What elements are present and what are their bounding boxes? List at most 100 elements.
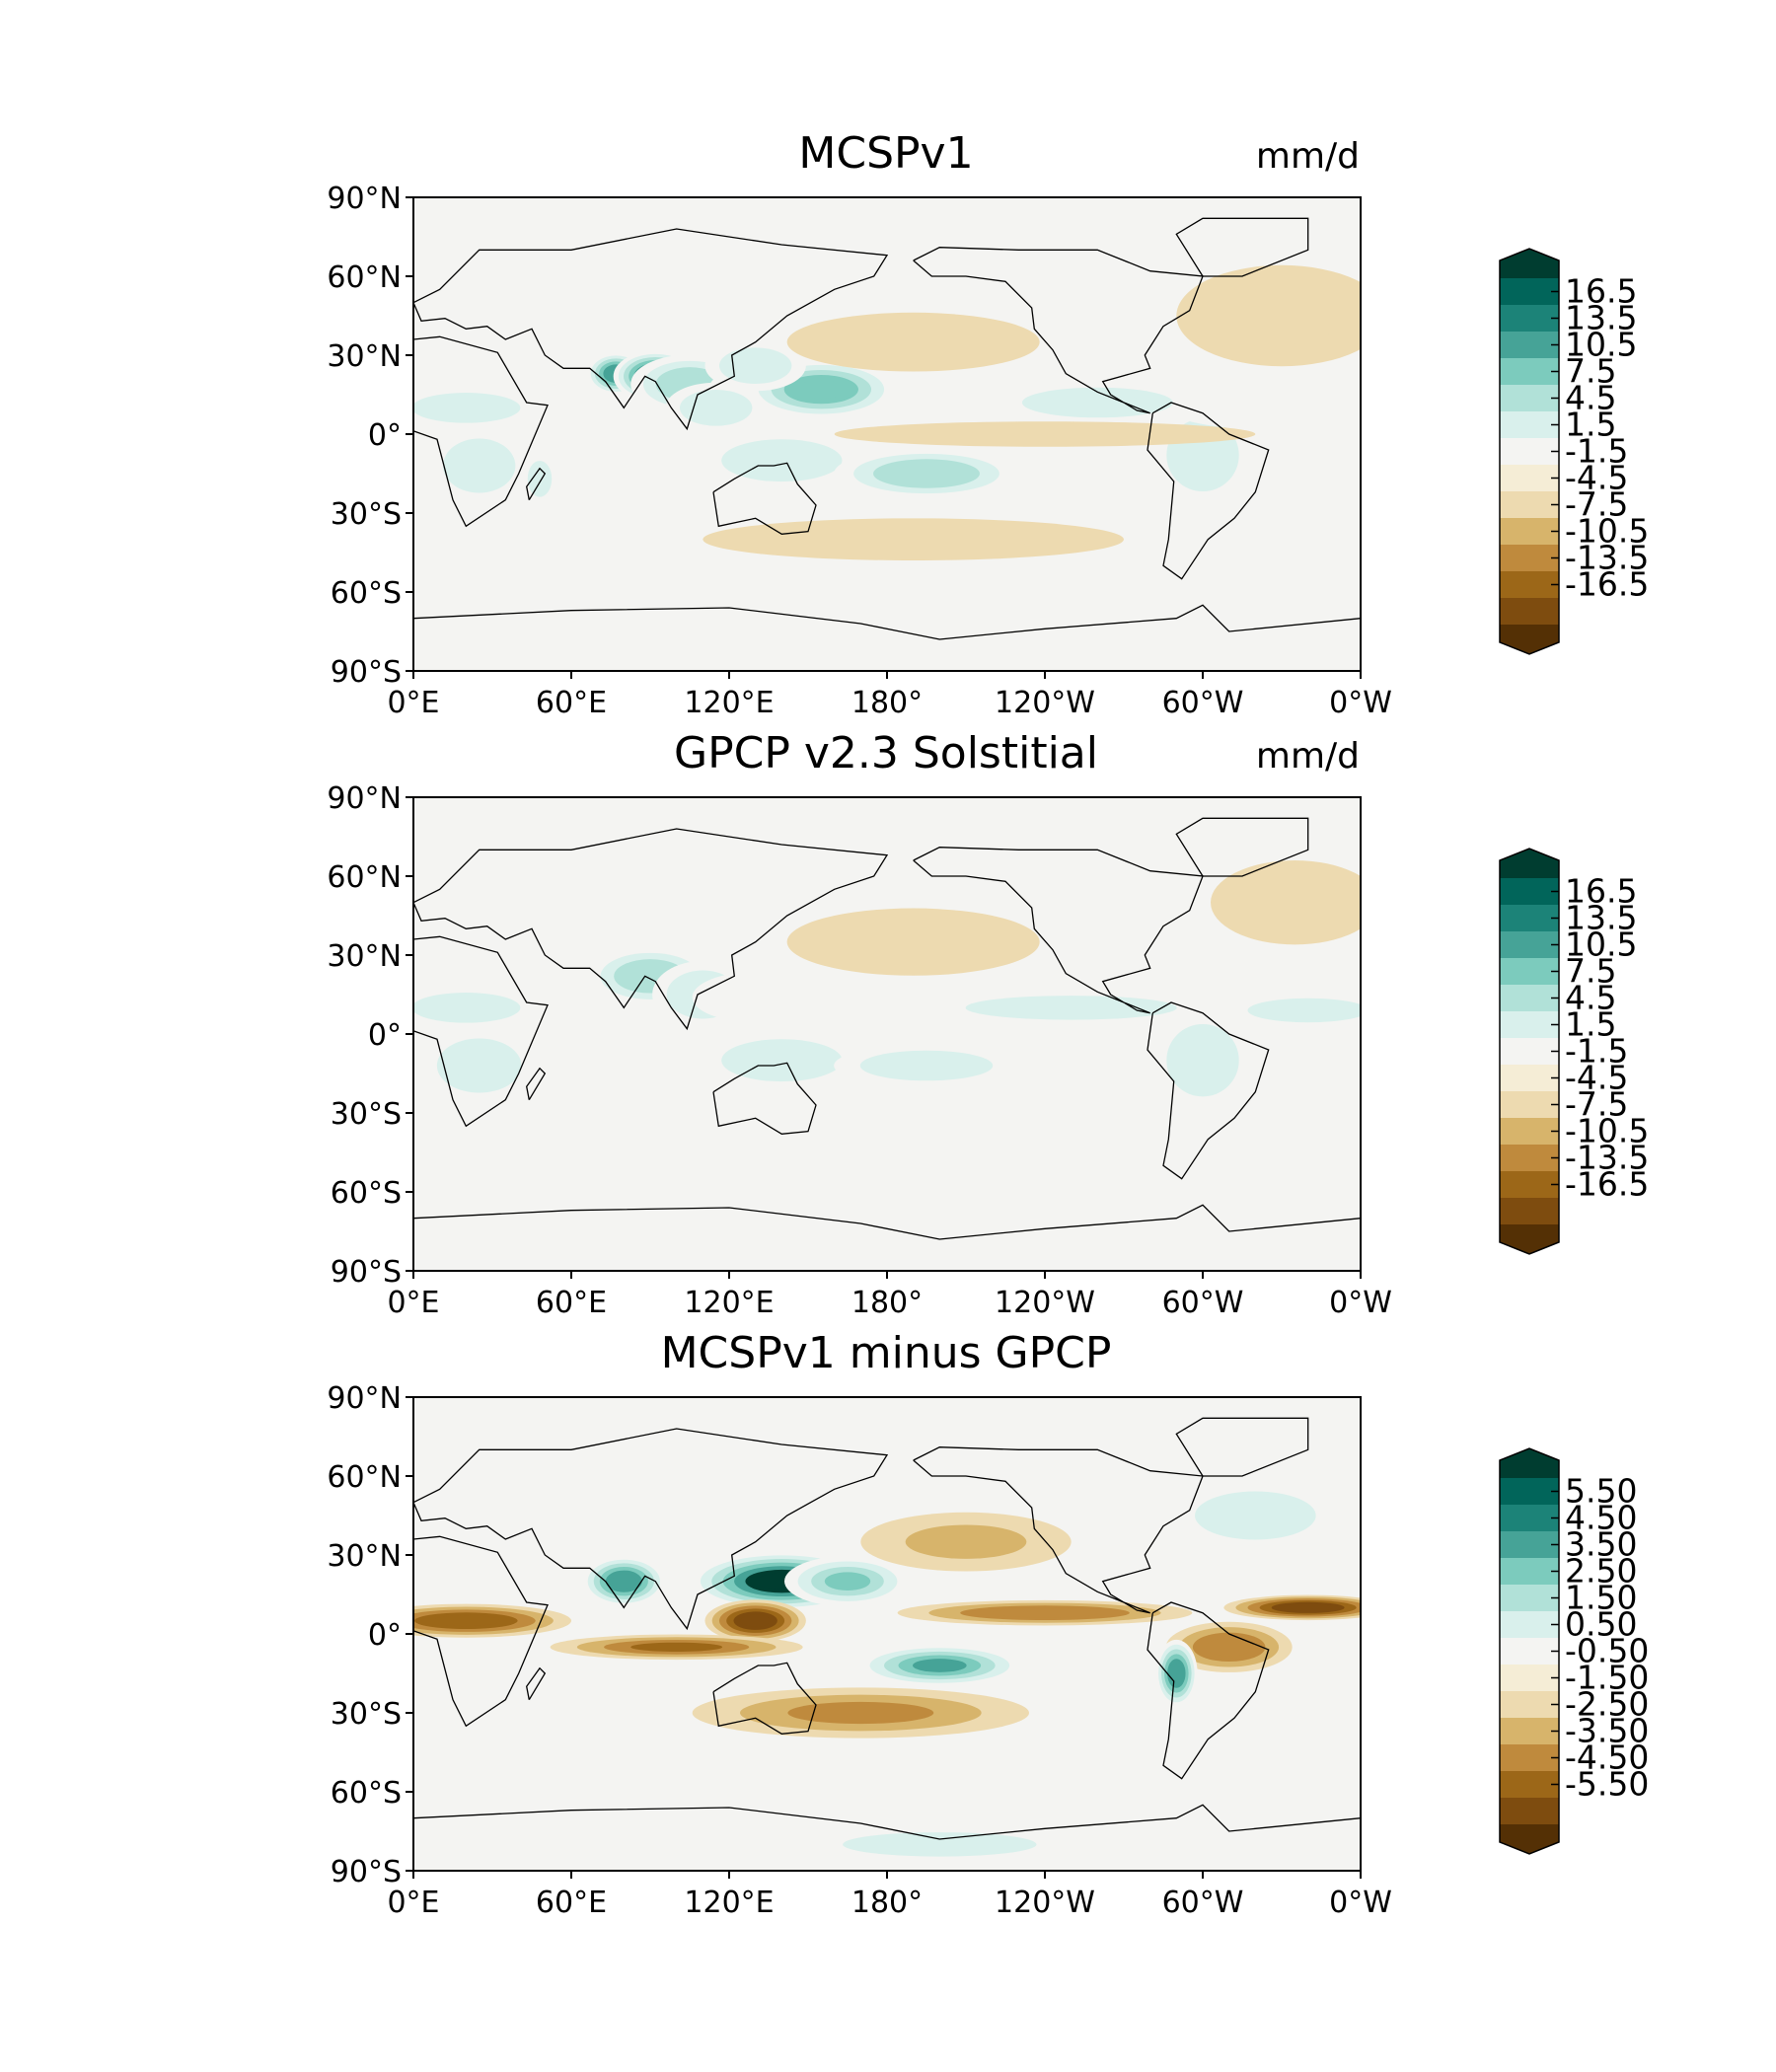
lon-tick-label: 0°W	[1329, 1286, 1392, 1320]
field-layer	[413, 860, 1361, 1111]
colorbar-label: -10.5	[1565, 512, 1649, 551]
lon-tick-label: 60°E	[536, 1886, 607, 1920]
colorbar-label: -16.5	[1565, 1165, 1649, 1204]
field-contour	[718, 982, 792, 1012]
panel-gpcp: GPCP v2.3 Solstitial mm/d 90°N 60°N 30°N 0°…	[327, 728, 1649, 1320]
colorbar-label: -16.5	[1565, 565, 1649, 604]
coastline	[1175, 217, 1309, 277]
map-plot: 90°N 60°N 30°N 0° 30°S 60°S 90°S0°E 60°E 120°E 18…	[327, 182, 1392, 720]
lat-tick-label: 30°N	[327, 939, 402, 974]
lon-tick-label: 180°	[851, 686, 923, 720]
lat-tick-label: 30°N	[327, 339, 402, 374]
lat-tick-label: 60°S	[331, 576, 402, 611]
lat-tick-label: 90°S	[331, 1255, 402, 1290]
colorbar-label: -13.5	[1565, 1139, 1649, 1177]
field-contour	[913, 1659, 967, 1672]
colorbar-segment	[1500, 598, 1559, 626]
colorbar-segment	[1500, 1145, 1559, 1172]
coastline	[413, 1428, 889, 1631]
field-layer	[413, 264, 1361, 561]
lat-tick-label: 30°S	[331, 1097, 402, 1132]
colorbar-label: -3.50	[1565, 1712, 1649, 1750]
coastline	[712, 462, 817, 535]
colorbar-label: 1.5	[1565, 1005, 1616, 1044]
colorbar-segment	[1500, 491, 1559, 519]
lon-tick-label: 0°E	[387, 686, 439, 720]
colorbar-label: 1.5	[1565, 406, 1616, 444]
field-contour	[1206, 1638, 1252, 1657]
colorbar-segment	[1500, 278, 1559, 306]
colorbar-extend-max	[1500, 1448, 1559, 1478]
colorbar-segment	[1500, 1558, 1559, 1586]
field-contour	[1006, 999, 1136, 1015]
field-contour	[745, 1047, 819, 1073]
colorbar-label: -1.5	[1565, 432, 1628, 471]
field-contour	[792, 527, 1035, 552]
field-contour	[694, 397, 738, 419]
colorbar-extend-min	[1500, 1224, 1559, 1254]
colorbar-segment	[1500, 1531, 1559, 1559]
field-contour	[1271, 1002, 1345, 1018]
panel-mcspv1: MCSPv1 mm/d 90°N60°N30°N0°30°S60°S90°S0°…	[327, 128, 1649, 720]
field-contour	[433, 999, 499, 1017]
field-contour	[1221, 403, 1343, 423]
lat-tick-label: 0°	[368, 418, 402, 453]
lat-tick-label: 90°S	[331, 655, 402, 690]
colorbar-label: -4.5	[1565, 1059, 1628, 1097]
panel-title: MCSPv1	[798, 128, 973, 179]
colorbar-segment	[1500, 1065, 1559, 1092]
lon-tick-label: 120°W	[995, 686, 1095, 720]
field-contour	[886, 1056, 967, 1075]
colorbar-segment	[1500, 438, 1559, 466]
colorbar-segment	[1500, 1798, 1559, 1825]
colorbar-segment	[1500, 1198, 1559, 1225]
field-contour	[1180, 1038, 1225, 1082]
coastlines	[413, 817, 1361, 1240]
colorbar-segment	[1500, 385, 1559, 412]
field-contour	[1180, 433, 1225, 478]
lat-tick-label: 90°S	[331, 1855, 402, 1889]
field-contour	[745, 447, 819, 474]
colorbar-label: -2.50	[1565, 1685, 1649, 1724]
field-contour	[1052, 393, 1144, 412]
field-contour	[841, 923, 987, 962]
colorbar-segment	[1500, 1171, 1559, 1199]
lat-tick-label: 60°S	[331, 1776, 402, 1811]
colorbar-label: -10.5	[1565, 1112, 1649, 1150]
coastline	[413, 1804, 1361, 1840]
field-contour	[733, 354, 777, 377]
coastline	[413, 604, 1361, 640]
field-contour	[1246, 878, 1344, 927]
lat-tick-label: 60°N	[327, 260, 402, 295]
colorbar-segment	[1500, 305, 1559, 333]
coastline	[1147, 1601, 1270, 1780]
colorbar-label: 10.5	[1565, 925, 1637, 964]
field-contour	[1283, 1603, 1333, 1612]
coastline	[413, 1535, 549, 1728]
colorbar-segment	[1500, 545, 1559, 572]
lat-tick-label: 60°N	[327, 1460, 402, 1495]
colorbar-segment	[1500, 878, 1559, 906]
map-plot: 90°N 60°N 30°N 0° 30°S 60°S 90°S0°E 60°E 120°E 18…	[327, 1381, 1392, 1920]
colorbar-segment	[1500, 1091, 1559, 1119]
colorbar: 16.513.510.57.54.51.5-1.5-4.5-7.5-10.5-1…	[1499, 248, 1649, 655]
colorbar-label: -13.5	[1565, 539, 1649, 577]
lat-tick-label: 90°N	[327, 1381, 402, 1416]
lat-tick-label: 30°N	[327, 1539, 402, 1574]
colorbar-segment	[1500, 1118, 1559, 1146]
colorbar-segment	[1500, 1611, 1559, 1639]
colorbar-segment	[1500, 1638, 1559, 1665]
lat-tick-label: 60°N	[327, 860, 402, 895]
coastline	[413, 828, 889, 1031]
colorbar-segment	[1500, 1505, 1559, 1532]
colorbar-label: 4.50	[1565, 1499, 1637, 1537]
lat-tick-label: 30°S	[331, 1697, 402, 1732]
colorbar-segment	[1500, 411, 1559, 439]
lon-tick-label: 180°	[851, 1286, 923, 1320]
colorbar-segment	[1500, 1478, 1559, 1506]
lon-tick-label: 0°E	[387, 1286, 439, 1320]
lon-tick-label: 180°	[851, 1886, 923, 1920]
coastline	[413, 935, 549, 1128]
colorbar-segment	[1500, 1038, 1559, 1066]
